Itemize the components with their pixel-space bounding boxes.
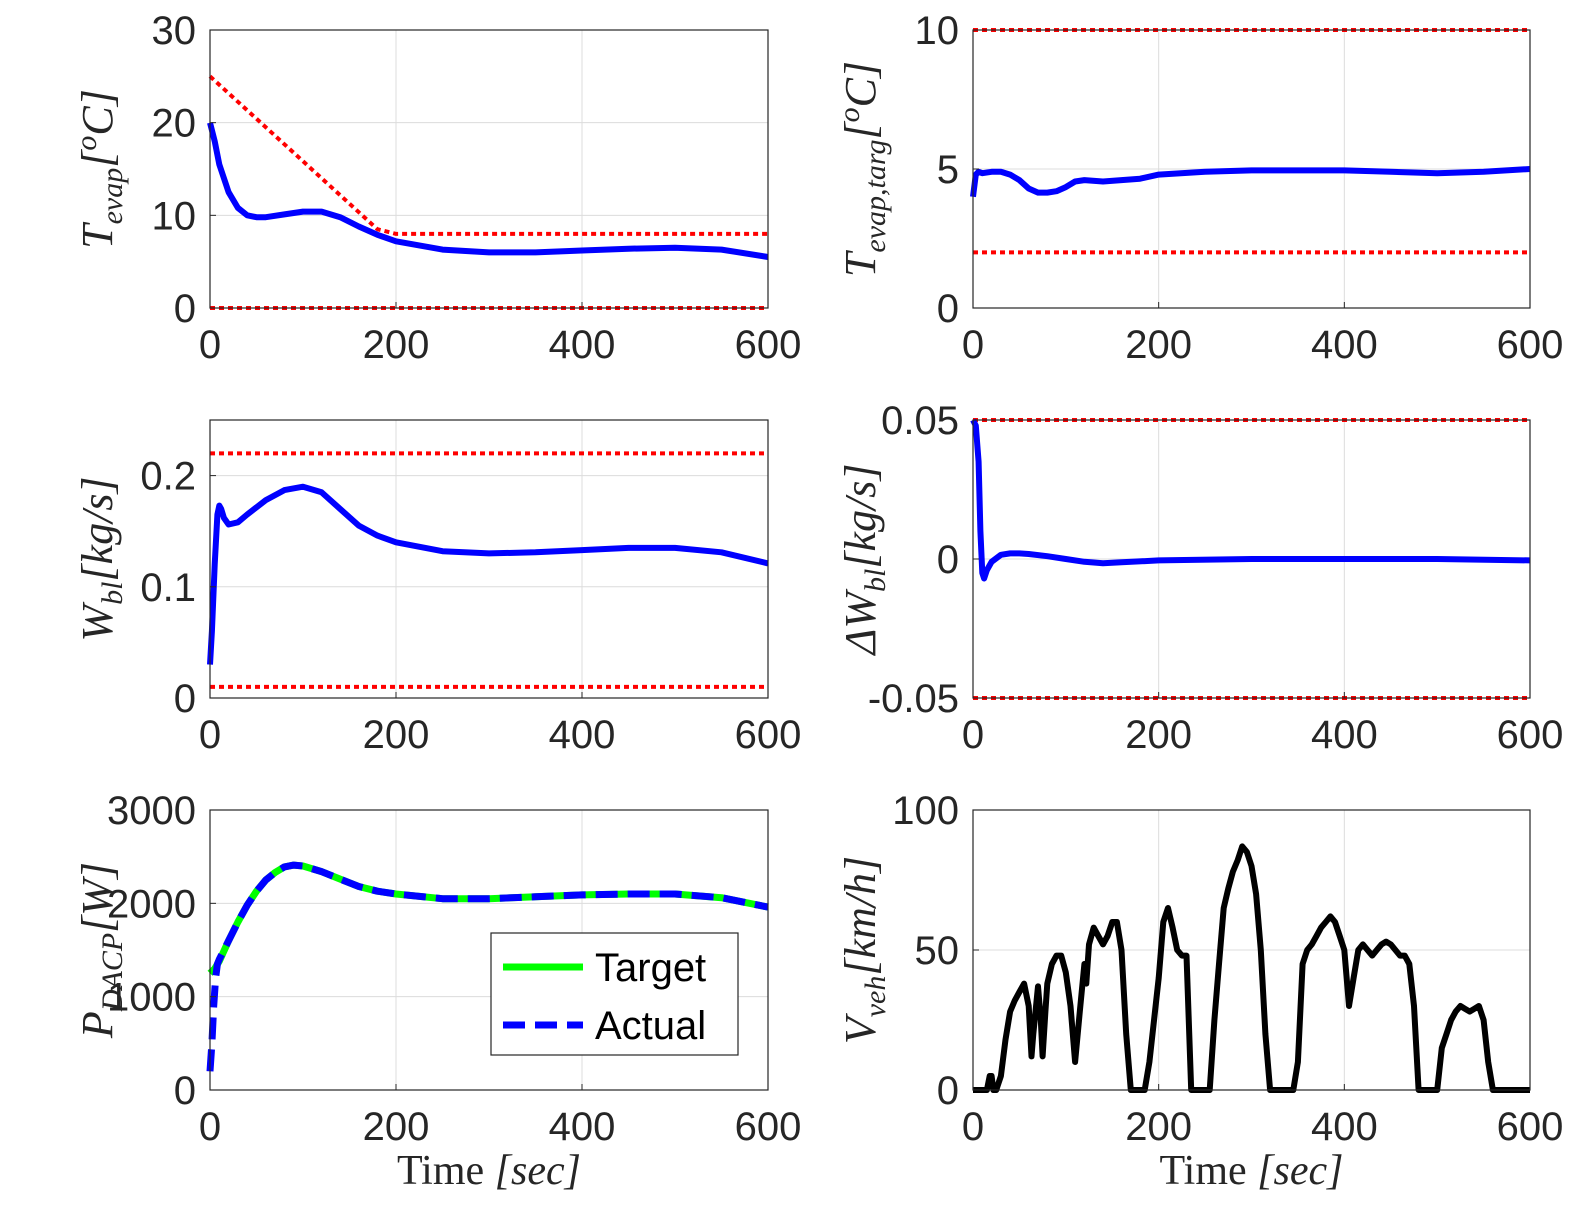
legend-label-actual: Actual bbox=[595, 1004, 706, 1048]
x-tick-label: 200 bbox=[363, 713, 430, 757]
x-tick-label: 600 bbox=[1497, 323, 1564, 367]
x-tick-label: 0 bbox=[199, 1105, 221, 1149]
y-tick-label: 5 bbox=[937, 148, 959, 192]
series-t-evap-targ bbox=[970, 166, 1531, 198]
y-tick-label: 20 bbox=[152, 102, 197, 146]
y-axis-label: ΔWbl[kg/s] bbox=[836, 464, 892, 657]
x-tick-label: 0 bbox=[962, 1105, 984, 1149]
series-upper-bound bbox=[208, 74, 768, 236]
y-tick-label: 1000 bbox=[107, 976, 196, 1020]
y-tick-label: 2000 bbox=[107, 882, 196, 926]
y-axis-label: Vveh[km/h] bbox=[836, 856, 892, 1044]
x-tick-label: 400 bbox=[549, 323, 616, 367]
y-tick-label: 50 bbox=[915, 929, 960, 973]
x-tick-label: 400 bbox=[1311, 323, 1378, 367]
y-tick-label: 3000 bbox=[107, 789, 196, 833]
x-tick-label: 400 bbox=[1311, 1105, 1378, 1149]
y-tick-label: 0.1 bbox=[140, 566, 196, 610]
x-tick-label: 200 bbox=[1125, 323, 1192, 367]
y-tick-label: 30 bbox=[152, 9, 197, 53]
y-tick-label: 0 bbox=[937, 287, 959, 331]
y-tick-label: 0 bbox=[174, 677, 196, 721]
legend-label-target: Target bbox=[595, 946, 706, 990]
x-tick-label: 0 bbox=[199, 713, 221, 757]
y-tick-label: 0 bbox=[937, 538, 959, 582]
x-axis-label: Time [sec] bbox=[1160, 1148, 1344, 1194]
series-t-evap bbox=[207, 121, 769, 260]
y-tick-label: 0 bbox=[937, 1069, 959, 1113]
y-axis-label: PDACP[W] bbox=[73, 862, 129, 1039]
y-tick-label: 0.2 bbox=[140, 455, 196, 499]
x-tick-label: 200 bbox=[1125, 713, 1192, 757]
axes-box bbox=[209, 419, 769, 699]
x-tick-label: 0 bbox=[962, 323, 984, 367]
x-tick-label: 200 bbox=[363, 1105, 430, 1149]
series-actual bbox=[206, 861, 769, 1072]
y-tick-label: 10 bbox=[152, 194, 197, 238]
y-tick-label: 100 bbox=[892, 789, 959, 833]
legend-box bbox=[490, 932, 739, 1056]
y-tick-label: 0 bbox=[174, 1069, 196, 1113]
x-tick-label: 600 bbox=[735, 1105, 802, 1149]
x-tick-label: 0 bbox=[199, 323, 221, 367]
series-v-veh bbox=[973, 843, 1530, 1093]
chart-p2: 0 200 400 600 0 5 10 Tevap,targ[oC] bbox=[833, 9, 1563, 367]
x-tick-label: 600 bbox=[735, 323, 802, 367]
y-tick-label: 0 bbox=[174, 287, 196, 331]
x-tick-label: 600 bbox=[1497, 1105, 1564, 1149]
series-dw-bl bbox=[970, 418, 1531, 582]
x-tick-label: 0 bbox=[962, 713, 984, 757]
y-tick-label: 10 bbox=[915, 9, 960, 53]
y-axis-label: Tevap[oC] bbox=[70, 89, 129, 249]
chart-p5: 0 200 400 600 0 1000 2000 3000 PDACP[W] Time [sec… bbox=[73, 789, 801, 1194]
legend: Target Actual bbox=[490, 932, 739, 1056]
axes-box bbox=[209, 29, 769, 309]
x-tick-label: 600 bbox=[735, 713, 802, 757]
y-axis-label: Wbl[kg/s] bbox=[73, 476, 129, 641]
x-tick-label: 200 bbox=[363, 323, 430, 367]
y-axis-label: Tevap,targ[oC] bbox=[833, 61, 892, 277]
x-tick-label: 400 bbox=[549, 1105, 616, 1149]
series-w-bl bbox=[207, 483, 769, 665]
axes-box bbox=[209, 809, 769, 1091]
chart-p1: 0 200 400 600 0 10 20 30 Tevap[oC] bbox=[70, 9, 801, 367]
y-tick-label: 0.05 bbox=[881, 399, 959, 443]
x-tick-label: 600 bbox=[1497, 713, 1564, 757]
y-tick-label: -0.05 bbox=[868, 677, 959, 721]
x-tick-label: 400 bbox=[549, 713, 616, 757]
x-axis-label: Time [sec] bbox=[397, 1148, 581, 1194]
x-tick-label: 200 bbox=[1125, 1105, 1192, 1149]
x-tick-label: 400 bbox=[1311, 713, 1378, 757]
